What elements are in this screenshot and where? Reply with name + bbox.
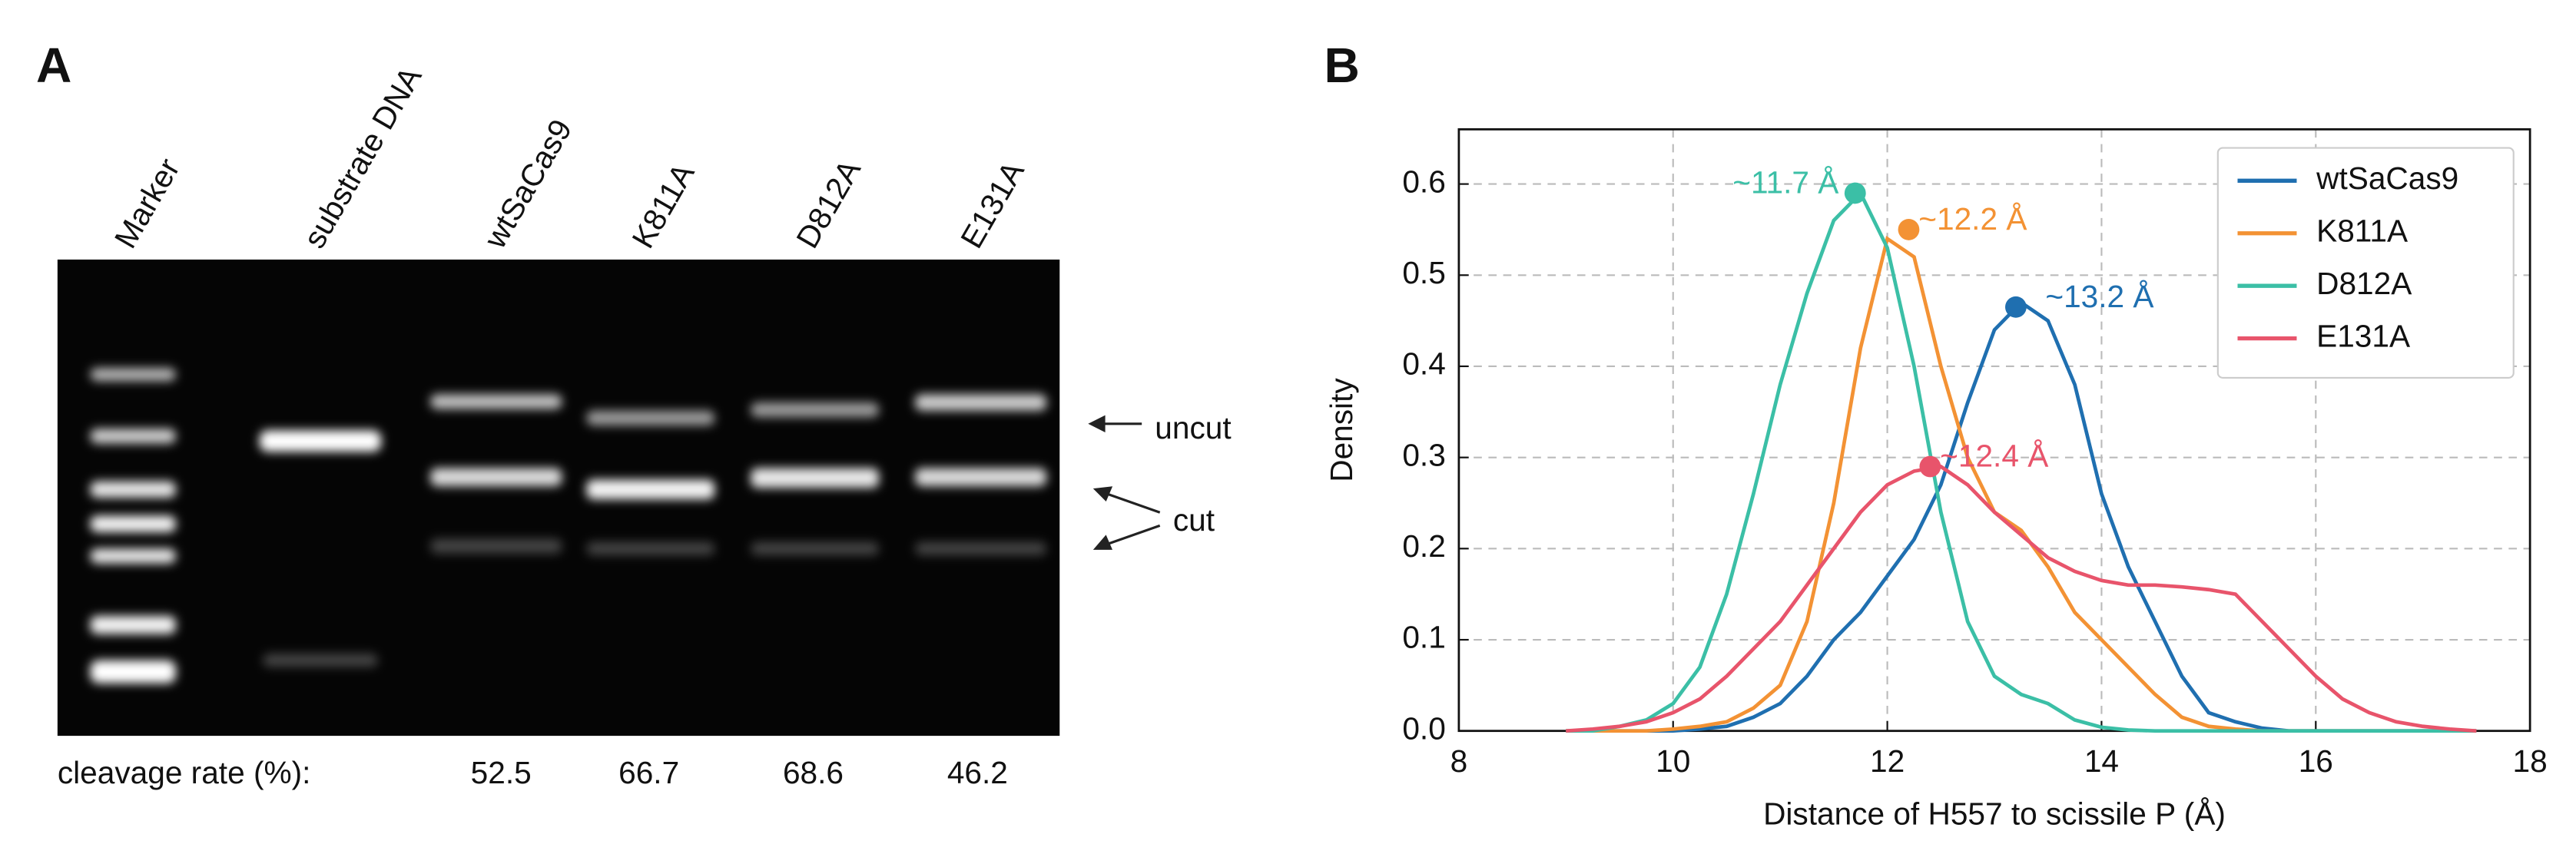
x-tick-label: 8 [1450, 743, 1468, 779]
cleavage-label: cleavage rate (%): [58, 755, 311, 790]
legend-label: wtSaCas9 [2316, 161, 2458, 196]
cleavage-rate: 52.5 [471, 755, 532, 790]
y-tick-label: 0.1 [1402, 620, 1445, 655]
y-tick-label: 0.4 [1402, 346, 1445, 382]
cleavage-rate: 66.7 [618, 755, 679, 790]
legend-box [2216, 147, 2515, 379]
peak-label: ~12.4 Å [1940, 439, 2048, 474]
peak-dot [1898, 219, 1920, 240]
plot-frame [1457, 128, 2531, 733]
legend-label: E131A [2316, 318, 2410, 353]
density-line [1566, 465, 2477, 733]
cleavage-rate: 68.6 [783, 755, 844, 790]
y-tick-label: 0.5 [1402, 255, 1445, 290]
band-label: cut [1173, 502, 1215, 538]
lane-label: substrate DNA [297, 61, 429, 254]
x-tick-label: 10 [1656, 743, 1690, 779]
lane-label: Marker [108, 152, 187, 253]
legend-label: K811A [2316, 213, 2408, 248]
peak-dot [2004, 296, 2027, 318]
y-tick-label: 0.3 [1402, 437, 1445, 472]
band-arrows [1088, 415, 1161, 550]
peak-dot [1844, 182, 1866, 204]
peak-label: ~12.2 Å [1918, 201, 2027, 237]
y-tick-label: 0.0 [1402, 710, 1445, 746]
band-label: uncut [1155, 410, 1231, 445]
x-tick-label: 14 [2084, 743, 2119, 779]
y-axis-label: Density [1324, 378, 1359, 482]
peak-dot [1919, 455, 1941, 478]
lane-label: E131A [953, 155, 1031, 254]
cleavage-rate: 46.2 [947, 755, 1008, 790]
density-line [1566, 190, 2477, 733]
lane-label: K811A [625, 157, 701, 254]
x-axis-label: Distance of H557 to scissile P (Å) [1763, 796, 2226, 832]
gel [57, 259, 1060, 737]
panel-label: A [36, 38, 71, 93]
y-tick-label: 0.6 [1402, 164, 1445, 199]
panel-label: B [1324, 38, 1360, 93]
lane-label: D812A [789, 154, 867, 254]
x-tick-label: 12 [1870, 743, 1905, 779]
peak-label: ~13.2 Å [2045, 279, 2153, 314]
lane-label: wtSaCas9 [476, 113, 579, 254]
peak-label: ~11.7 Å [1732, 165, 1838, 200]
y-tick-label: 0.2 [1402, 528, 1445, 564]
x-tick-label: 16 [2299, 743, 2333, 779]
x-tick-label: 18 [2513, 743, 2548, 779]
gel-bands [90, 368, 1047, 684]
legend-label: D812A [2316, 266, 2412, 301]
